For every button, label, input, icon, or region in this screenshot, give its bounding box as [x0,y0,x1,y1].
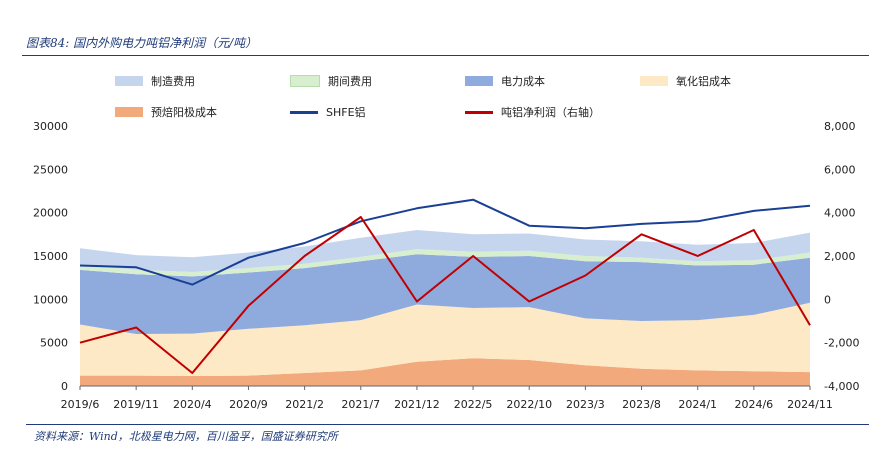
x-tick-label: 2022/5 [454,398,493,411]
x-tick-label: 2024/1 [678,398,717,411]
legend-swatch [115,107,143,117]
y-left-tick-label: 0 [61,380,68,393]
legend-item-alumina-cost: 氧化铝成本 [640,73,731,89]
legend-label: 氧化铝成本 [676,75,731,88]
x-tick-label: 2021/12 [394,398,440,411]
y-left-tick-label: 25000 [33,163,68,176]
area-series-2 [80,254,810,334]
area-series-3 [80,249,810,277]
legend-item-period-expense: 期间费用 [290,73,372,89]
series-lines [79,198,811,374]
stacked-areas [80,230,810,386]
legend-label: 制造费用 [151,75,195,88]
x-tick-label: 2019/11 [113,398,159,411]
area-series-4 [80,230,810,272]
y-left-tick-label: 20000 [33,207,68,220]
legend-label: 预焙阳极成本 [151,106,217,119]
x-tick-label: 2024/6 [734,398,773,411]
legend-label: 吨铝净利润（右轴） [501,106,600,119]
legend-swatch [290,75,320,87]
legend-item-manufacturing: 制造费用 [115,73,195,89]
top-rule [22,55,869,56]
legend-label: 电力成本 [501,75,545,88]
source-note: 资料来源：Wind，北极星电力网，百川盈孚，国盛证券研究所 [34,430,338,443]
legend-swatch [640,76,668,86]
x-tick-label: 2019/6 [61,398,100,411]
area-series-0 [80,358,810,386]
y-left-tick-label: 10000 [33,293,68,306]
x-tick-label: 2022/10 [506,398,552,411]
x-tick-label: 2021/2 [285,398,324,411]
y-left-tick-label: 15000 [33,250,68,263]
legend-label: 期间费用 [328,75,372,88]
line-series-1 [79,216,811,374]
x-tick-label: 2023/8 [622,398,661,411]
y-right-tick-label: -4,000 [824,380,859,393]
area-series-1 [80,302,810,376]
bottom-rule [26,424,869,425]
legend-item-net-profit: 吨铝净利润（右轴） [465,104,600,120]
y-left-tick-label: 30000 [33,120,68,133]
x-tick-label: 2020/4 [173,398,212,411]
legend-swatch [465,76,493,86]
x-tick-label: 2021/7 [341,398,380,411]
y-right-tick-label: -2,000 [824,337,859,350]
legend-item-power-cost: 电力成本 [465,73,545,89]
legend-swatch [115,76,143,86]
legend-swatch [290,110,318,114]
y-right-tick-label: 0 [824,293,831,306]
legend-swatch [465,110,493,114]
y-right-tick-label: 8,000 [824,120,856,133]
chart-title: 图表84: 国内外购电力吨铝净利润（元/吨） [26,36,258,50]
legend-item-shfe-aluminum: SHFE铝 [290,104,366,120]
x-tick-label: 2024/11 [787,398,833,411]
y-right-tick-label: 2,000 [824,250,856,263]
x-tick-label: 2020/9 [229,398,268,411]
line-series-0 [79,198,811,286]
legend-label: SHFE铝 [326,106,366,119]
axes: 0 5000 10000 15000 20000 25000 30000 -4,000 -2,0… [33,120,859,411]
y-right-tick-label: 6,000 [824,163,856,176]
legend-item-anode-cost: 预焙阳极成本 [115,104,217,120]
y-right-tick-label: 4,000 [824,207,856,220]
y-left-tick-label: 5000 [40,337,68,350]
x-tick-label: 2023/3 [566,398,605,411]
